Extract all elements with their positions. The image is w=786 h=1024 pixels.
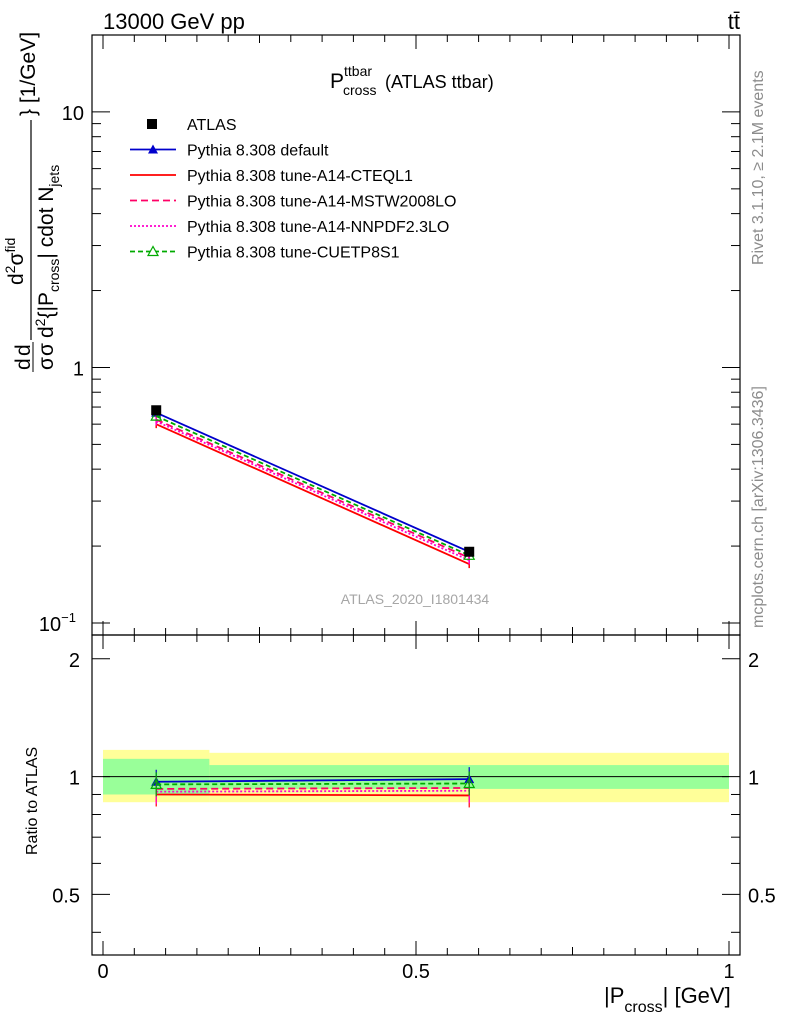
series-line-0 <box>155 411 470 553</box>
main-y-tick-label: 10 <box>62 103 84 125</box>
main-axis-ticks <box>92 34 740 635</box>
series-marker-4 <box>150 409 163 421</box>
y-label-d-bottom: σ <box>35 357 58 370</box>
x-tick-label: 0 <box>97 961 108 983</box>
legend-marker <box>146 245 160 257</box>
ratio-tick-labels: 0.5 0.5 1 1 2 2 0 0.5 1 <box>52 650 776 983</box>
atlas-data-group <box>151 405 475 557</box>
plot-title-sub: cross <box>343 82 376 98</box>
ratio-y-tick-label-left: 2 <box>69 650 80 672</box>
legend-label: ATLAS <box>187 117 237 134</box>
ratio-marker-4 <box>150 778 163 789</box>
ratio-line-3 <box>156 789 470 793</box>
plot-title-sup: ttbar <box>344 63 372 79</box>
plot-title: Pttbar <box>330 63 372 93</box>
x-axis-label-sub: cross <box>624 999 662 1016</box>
ratio-line-2 <box>156 787 470 790</box>
main-series-group <box>150 407 476 569</box>
legend-marker <box>148 144 158 154</box>
ratio-axis-ticks <box>92 635 740 955</box>
energy-label: 13000 GeV pp <box>103 9 245 34</box>
y-label-d1: d <box>12 344 35 356</box>
ratio-y-tick-label-left: 0.5 <box>52 885 80 907</box>
y-label-num-d: d <box>5 273 28 285</box>
y-label-den-p-sub: cross <box>46 259 62 292</box>
x-tick-label: 0.5 <box>402 961 430 983</box>
legend-label: Pythia 8.308 default <box>187 143 329 160</box>
y-label-num-sigma: σ <box>5 253 28 266</box>
y-label-den-d: d <box>35 326 58 338</box>
legend-label: Pythia 8.308 tune-A14-MSTW2008LO <box>187 194 456 211</box>
y-label-sigma: σ <box>35 343 58 356</box>
y-label-num-d-sup: 2 <box>2 265 18 273</box>
legend: ATLAS Pythia 8.308 default Pythia 8.308 tu… <box>130 117 456 262</box>
series-line-4 <box>155 415 470 557</box>
main-y-tick-label: 1 <box>73 358 84 380</box>
atlas-data-point <box>464 546 475 557</box>
main-y-tick-label: 10−1 <box>39 610 76 636</box>
ratio-y-axis-label: Ratio to ATLAS <box>24 747 41 855</box>
x-axis-label-main: |P <box>604 983 624 1008</box>
plot-title-main: P <box>330 70 344 93</box>
series-line-3 <box>155 420 470 562</box>
legend-label: Pythia 8.308 tune-A14-NNPDF2.3LO <box>187 219 449 236</box>
x-tick-label: 1 <box>723 961 734 983</box>
y-label-den-p: {|P <box>35 292 58 318</box>
analysis-watermark: ATLAS_2020_I1801434 <box>341 591 490 607</box>
y-label-num-sigma-sup: fid <box>2 238 18 253</box>
atlas-data-point <box>151 405 162 416</box>
main-y-tick-labels: 10−1 1 10 <box>39 103 84 636</box>
y-label-num: d2σfid <box>2 238 28 285</box>
legend-marker-atlas <box>147 119 157 129</box>
ratio-line-4 <box>156 782 470 786</box>
process-label: tt̄ <box>728 9 740 34</box>
y-label-d-top: d <box>12 358 35 370</box>
x-axis-label: |Pcross| [GeV] <box>604 983 731 1016</box>
main-y-axis-label: d σ d σ d2σfid d2{|Pcross| cdot Njets } … <box>2 32 62 372</box>
y-label-den-n-sub: jets <box>46 165 62 188</box>
mcplots-label: mcplots.cern.ch [arXiv:1306.3436] <box>750 386 767 628</box>
ratio-series-group <box>150 767 476 808</box>
ratio-marker-4 <box>463 777 476 789</box>
ratio-y-tick-label-right: 0.5 <box>748 885 776 907</box>
ratio-line-0 <box>156 778 470 783</box>
series-line-2 <box>155 418 470 559</box>
ratio-y-tick-label-right: 2 <box>748 650 759 672</box>
x-axis-label-suffix: | [GeV] <box>663 983 731 1008</box>
y-label-den-n: | cdot N <box>35 187 58 259</box>
plot-title-suffix: (ATLAS ttbar) <box>385 72 494 92</box>
legend-label: Pythia 8.308 tune-A14-CTEQL1 <box>187 168 413 185</box>
y-label-den: d2{|Pcross| cdot Njets <box>32 165 62 338</box>
ratio-y-tick-label-right: 1 <box>748 768 759 790</box>
ratio-y-tick-label-left: 1 <box>69 768 80 790</box>
ratio-line-1 <box>156 793 470 797</box>
y-label-den-d-sup: 2 <box>32 318 48 326</box>
rivet-label: Rivet 3.1.10, ≥ 2.1M events <box>750 70 767 265</box>
series-line-1 <box>155 423 470 565</box>
y-label-unit: } [1/GeV] <box>17 32 40 116</box>
legend-label: Pythia 8.308 tune-CUETP8S1 <box>187 245 400 262</box>
